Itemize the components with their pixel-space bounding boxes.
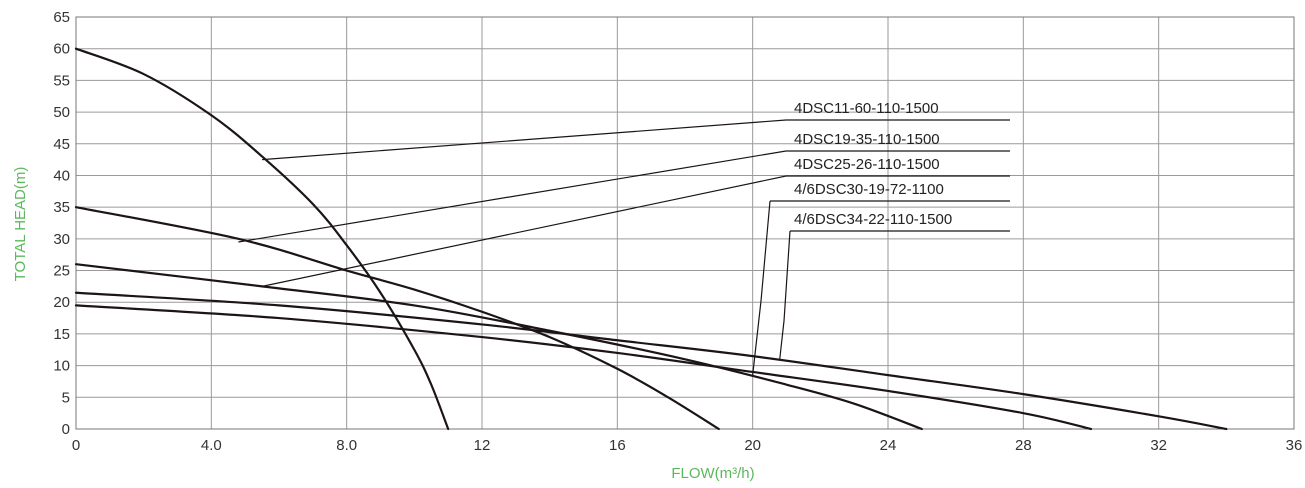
x-tick-label: 0 — [72, 437, 80, 454]
y-tick-labels: 0 5 10 15 20 25 30 35 40 45 50 55 60 65 — [53, 9, 70, 438]
x-tick-label: 12 — [474, 437, 491, 454]
curve-label-5: 4/6DSC34-22-110-1500 — [794, 211, 952, 228]
x-axis-title: FLOW(m³/h) — [671, 465, 754, 482]
curve-series-2 — [74, 206, 720, 431]
curve-label-4: 4/6DSC30-19-72-1100 — [794, 181, 944, 198]
plot-frame — [75, 16, 1295, 430]
leader-lines — [238, 119, 1010, 376]
curve-label-1: 4DSC11-60-110-1500 — [794, 100, 939, 117]
x-tick-label: 32 — [1150, 437, 1167, 454]
x-tick-label: 4.0 — [201, 437, 222, 454]
y-tick-label: 5 — [62, 389, 70, 406]
leader-line-4 — [752, 200, 771, 376]
curve-series-1 — [74, 47, 450, 431]
y-tick-label: 60 — [53, 41, 70, 58]
grid — [75, 16, 1295, 430]
curve-series-5 — [74, 291, 1228, 431]
y-tick-label: 40 — [53, 167, 70, 184]
curve-series-3 — [74, 263, 923, 431]
x-tick-label: 24 — [880, 437, 897, 454]
x-tick-label: 20 — [744, 437, 761, 454]
y-tick-label: 25 — [53, 263, 70, 280]
leader-line-3 — [261, 175, 787, 287]
curve-labels: 4DSC11-60-110-1500 4DSC19-35-110-1500 4DSC… — [794, 100, 952, 228]
y-tick-label: 35 — [53, 199, 70, 216]
y-tick-label: 65 — [53, 9, 70, 26]
y-tick-label: 30 — [53, 231, 70, 248]
x-tick-label: 36 — [1286, 437, 1303, 454]
x-tick-labels: 0 4.0 8.0 12 16 20 24 28 32 36 — [72, 437, 1303, 454]
curve-label-2: 4DSC19-35-110-1500 — [794, 131, 940, 148]
leader-line-2 — [238, 150, 787, 243]
x-tick-label: 8.0 — [336, 437, 357, 454]
y-tick-label: 20 — [53, 294, 70, 311]
y-tick-label: 50 — [53, 104, 70, 121]
y-tick-label: 15 — [53, 326, 70, 343]
y-tick-label: 0 — [62, 421, 70, 438]
y-tick-label: 55 — [53, 72, 70, 89]
curve-label-3: 4DSC25-26-110-1500 — [794, 156, 940, 173]
y-tick-label: 10 — [53, 358, 70, 375]
leader-line-5 — [779, 230, 791, 360]
x-tick-label: 16 — [609, 437, 626, 454]
curves — [74, 47, 1228, 431]
y-tick-label: 45 — [53, 136, 70, 153]
curve-series-4 — [74, 304, 1093, 431]
y-axis-title: TOTAL HEAD(m) — [12, 167, 29, 282]
leader-line-1 — [262, 119, 787, 161]
x-tick-label: 28 — [1015, 437, 1032, 454]
